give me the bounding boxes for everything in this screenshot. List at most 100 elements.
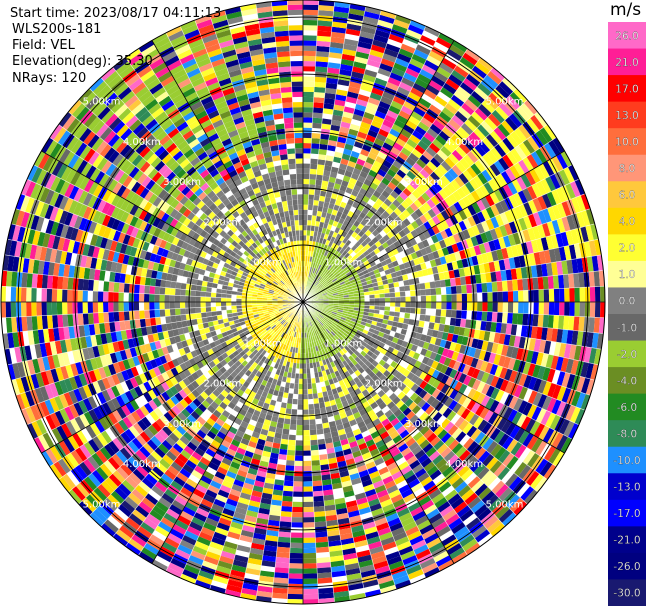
velocity-cell (518, 373, 528, 387)
velocity-cell (268, 514, 281, 522)
velocity-cell (507, 291, 514, 302)
velocity-cell (165, 422, 177, 433)
velocity-cell (485, 272, 492, 283)
velocity-cell (448, 325, 455, 334)
velocity-cell (260, 428, 269, 436)
velocity-cell (500, 170, 512, 184)
velocity-cell (315, 536, 329, 543)
velocity-cell (394, 579, 412, 590)
velocity-cell (357, 175, 366, 184)
velocity-cell (321, 325, 326, 331)
velocity-cell (489, 130, 503, 144)
velocity-cell (403, 124, 415, 135)
velocity-cell (490, 216, 500, 229)
velocity-cell (320, 288, 326, 292)
velocity-cell (346, 398, 355, 406)
velocity-cell (287, 398, 293, 404)
velocity-cell (334, 419, 343, 426)
velocity-cell (314, 76, 327, 83)
velocity-cell (370, 430, 380, 440)
velocity-cell (371, 120, 383, 129)
velocity-cell (403, 420, 413, 430)
velocity-cell (380, 58, 395, 68)
velocity-cell (490, 147, 503, 161)
velocity-cell (510, 148, 523, 163)
velocity-cell (303, 440, 311, 446)
velocity-cell (315, 310, 321, 315)
velocity-cell (395, 137, 407, 148)
velocity-cell (398, 151, 409, 161)
velocity-cell (311, 278, 315, 284)
velocity-cell (420, 347, 428, 357)
velocity-cell (250, 542, 265, 551)
velocity-cell (170, 315, 177, 323)
velocity-cell (227, 493, 240, 502)
velocity-cell (406, 371, 415, 381)
velocity-cell (322, 295, 329, 298)
velocity-cell (368, 287, 374, 292)
velocity-cell (331, 26, 347, 34)
velocity-cell (387, 413, 397, 423)
velocity-cell (200, 498, 214, 509)
velocity-cell (364, 6, 382, 15)
velocity-cell (506, 438, 518, 453)
velocity-cell (322, 331, 328, 337)
velocity-cell (600, 302, 605, 318)
velocity-cell (322, 294, 328, 297)
velocity-cell (511, 411, 523, 426)
velocity-cell (344, 278, 350, 284)
velocity-cell (508, 395, 519, 410)
velocity-cell (414, 226, 423, 236)
velocity-cell (545, 354, 554, 369)
velocity-cell (522, 229, 531, 243)
velocity-cell (219, 426, 229, 436)
velocity-cell (318, 443, 327, 450)
velocity-cell (352, 335, 359, 342)
velocity-cell (476, 199, 486, 212)
velocity-cell (409, 180, 419, 190)
velocity-cell (387, 555, 403, 566)
velocity-cell (466, 456, 479, 469)
velocity-cell (482, 137, 495, 151)
velocity-cell (299, 358, 303, 364)
velocity-cell (490, 523, 506, 537)
velocity-cell (443, 141, 456, 154)
velocity-cell (346, 198, 355, 206)
velocity-cell (288, 568, 303, 574)
velocity-cell (291, 409, 298, 415)
velocity-cell (546, 191, 557, 207)
velocity-cell (352, 167, 362, 176)
velocity-cell (230, 397, 239, 406)
velocity-cell (378, 401, 387, 410)
velocity-cell (347, 228, 355, 236)
velocity-cell (287, 345, 292, 352)
velocity-cell (406, 138, 418, 149)
velocity-cell (303, 250, 306, 256)
velocity-cell (455, 161, 467, 173)
velocity-cell (590, 223, 599, 241)
velocity-cell (303, 66, 316, 72)
velocity-cell (375, 439, 386, 449)
velocity-cell (306, 225, 311, 231)
velocity-cell (268, 388, 275, 395)
velocity-cell (380, 584, 397, 594)
velocity-cell (576, 257, 584, 274)
velocity-cell (240, 529, 254, 538)
velocity-cell (402, 226, 411, 235)
velocity-cell (340, 438, 349, 446)
velocity-cell (351, 352, 358, 360)
velocity-cell (514, 444, 527, 459)
velocity-cell (501, 312, 508, 324)
velocity-cell (432, 138, 444, 150)
velocity-cell (303, 552, 317, 559)
velocity-cell (341, 230, 348, 238)
velocity-cell (537, 314, 544, 328)
velocity-cell (474, 144, 487, 157)
velocity-cell (569, 302, 575, 317)
velocity-cell (92, 508, 108, 523)
velocity-cell (386, 109, 399, 120)
velocity-cell (422, 178, 433, 189)
velocity-cell (303, 153, 311, 159)
velocity-cell (419, 69, 434, 80)
velocity-cell (323, 305, 329, 308)
